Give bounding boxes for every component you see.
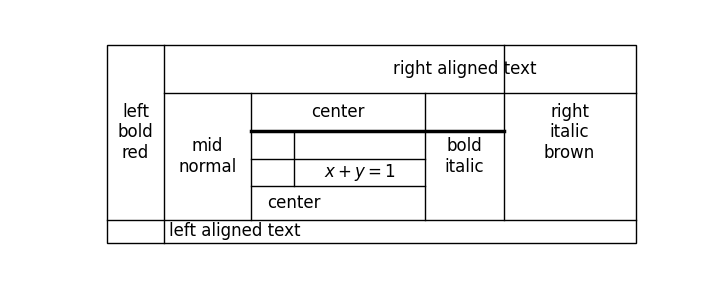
Text: right
italic
brown: right italic brown	[544, 103, 595, 162]
Bar	[107, 45, 636, 243]
Text: $x+y=1$: $x+y=1$	[323, 162, 396, 183]
Text: mid
normal: mid normal	[178, 137, 236, 176]
Text: center: center	[268, 194, 321, 212]
Text: center: center	[311, 103, 365, 121]
Text: bold
italic: bold italic	[444, 137, 484, 176]
Text: right aligned text: right aligned text	[392, 60, 536, 78]
Text: left aligned text: left aligned text	[170, 222, 301, 240]
Text: left
bold
red: left bold red	[117, 103, 154, 162]
